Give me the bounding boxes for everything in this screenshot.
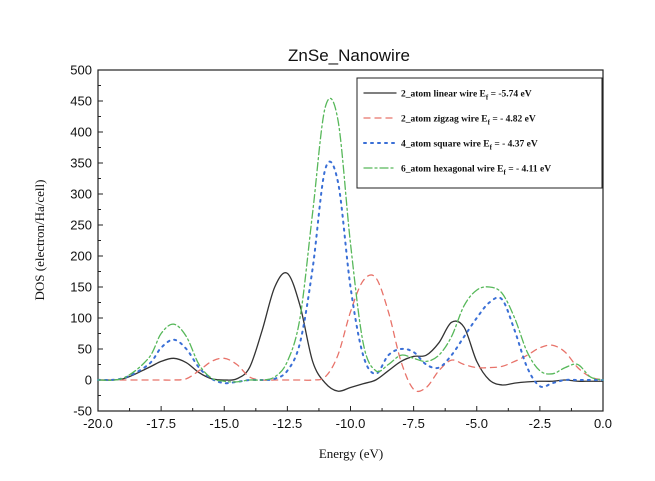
legend-series-name: 2_atom linear wire <box>401 90 477 100</box>
legend-ef-symbol: E <box>481 140 490 150</box>
legend-ef-value: = - 4.11 eV <box>506 165 551 175</box>
x-tick-label: -2.5 <box>529 416 551 431</box>
y-tick-label: -50 <box>73 404 92 419</box>
x-tick-label: 0.0 <box>594 416 612 431</box>
y-tick-label: 500 <box>70 63 92 78</box>
axes: -20.0 -17.5 -15.0 -12.5 -10.0 -7.5 -5.0 -2.5 0.0… <box>70 63 612 432</box>
legend-ef-value: = - 4.82 eV <box>490 115 536 125</box>
series-line-4 <box>97 97 604 383</box>
legend-ef-symbol: E <box>477 90 486 100</box>
legend-series-name: 4_atom square wire <box>401 140 481 150</box>
series-line-3 <box>97 160 604 388</box>
legend-series-name: 2_atom zigzag wire <box>401 115 479 125</box>
x-tick-label: -17.5 <box>146 416 176 431</box>
chart-title: ZnSe_Nanowire <box>288 46 410 65</box>
y-tick-label: 150 <box>70 280 92 295</box>
legend-series-name: 6_atom hexagonal wire <box>401 165 495 175</box>
legend-label-4: 6_atom hexagonal wire Ef = - 4.11 eV <box>401 165 551 177</box>
legend-label-2: 2_atom zigzag wire Ef = - 4.82 eV <box>401 115 536 127</box>
x-tick-label: -5.0 <box>466 416 488 431</box>
series-line-1 <box>97 272 604 392</box>
y-tick-label: 100 <box>70 311 92 326</box>
y-tick-label: 350 <box>70 156 92 171</box>
legend: 2_atom linear wire Ef = -5.74 eV 2_atom z… <box>356 77 603 189</box>
series-group <box>97 97 604 393</box>
y-axis-label: DOS (electron/Ha/cell) <box>32 180 47 301</box>
y-tick-label: 0 <box>85 373 92 388</box>
legend-label-1: 2_atom linear wire Ef = -5.74 eV <box>401 90 532 102</box>
x-axis-label: Energy (eV) <box>319 446 383 461</box>
legend-box <box>356 77 603 189</box>
y-tick-label: 50 <box>78 342 92 357</box>
legend-ef-value: = - 4.37 eV <box>492 140 538 150</box>
legend-ef-subscript: f <box>488 119 491 127</box>
y-tick-label: 300 <box>70 187 92 202</box>
legend-ef-symbol: E <box>495 165 504 175</box>
x-tick-label: -10.0 <box>336 416 366 431</box>
x-tick-label: -7.5 <box>402 416 424 431</box>
legend-label-3: 4_atom square wire Ef = - 4.37 eV <box>401 140 538 152</box>
y-tick-label: 400 <box>70 125 92 140</box>
legend-ef-subscript: f <box>486 94 489 102</box>
legend-ef-symbol: E <box>479 115 488 125</box>
y-tick-label: 250 <box>70 218 92 233</box>
y-tick-label: 450 <box>70 94 92 109</box>
x-tick-label: -12.5 <box>273 416 303 431</box>
x-tick-label: -15.0 <box>209 416 239 431</box>
legend-ef-subscript: f <box>503 169 506 177</box>
x-tick-label: -20.0 <box>83 416 113 431</box>
legend-ef-subscript: f <box>490 144 493 152</box>
y-tick-label: 200 <box>70 249 92 264</box>
legend-ef-value: = -5.74 eV <box>488 90 532 100</box>
